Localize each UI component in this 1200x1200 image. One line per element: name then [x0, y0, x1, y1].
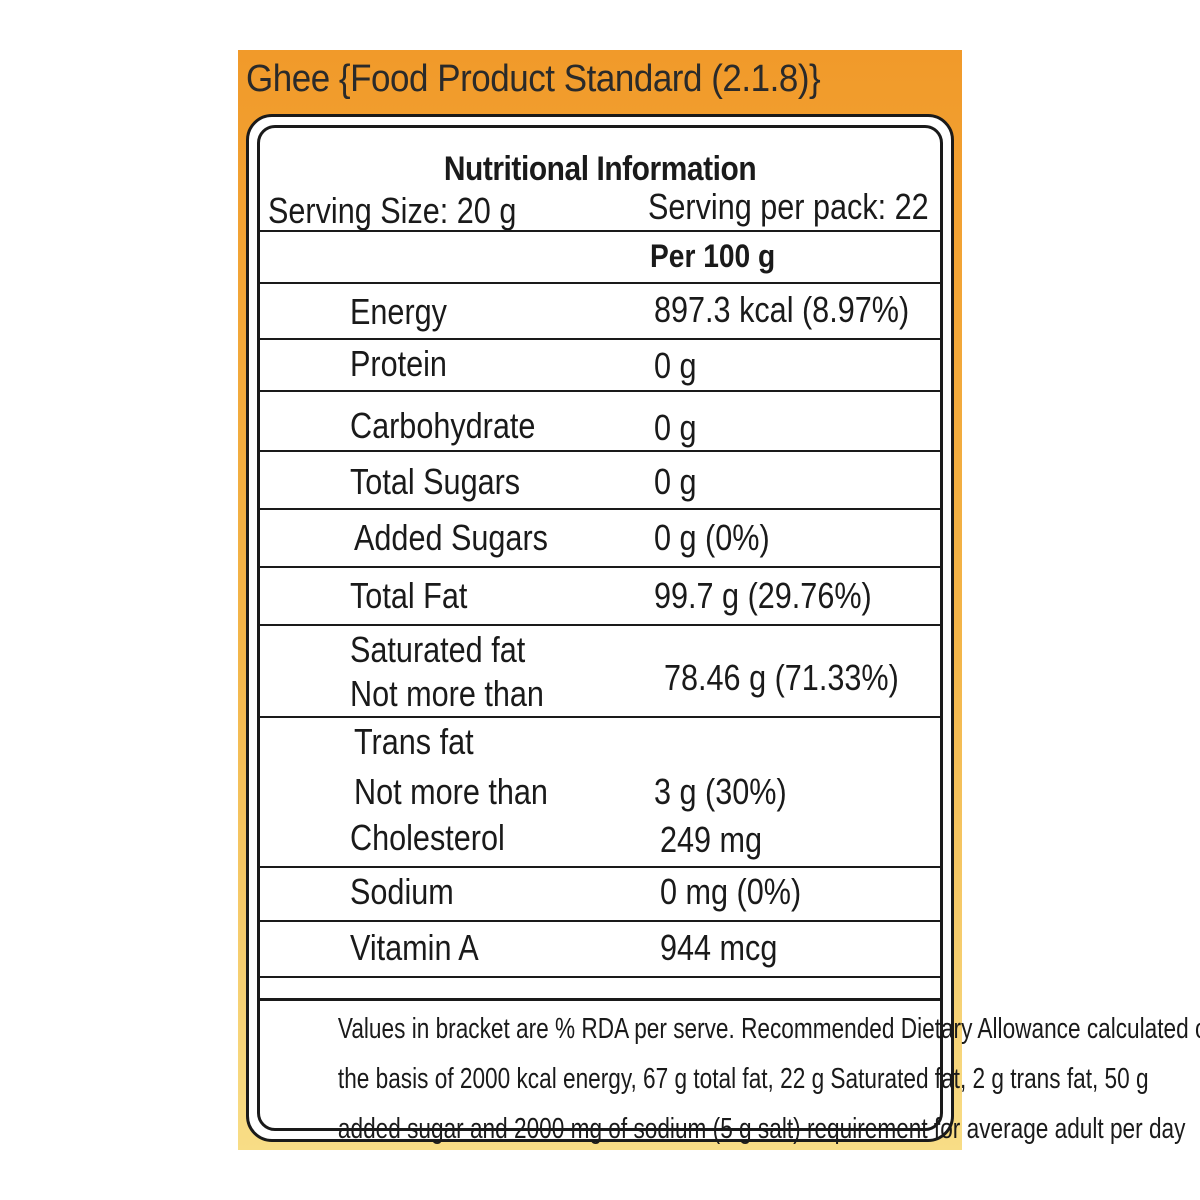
servings-per-pack: Serving per pack: 22: [648, 186, 929, 227]
nutrient-name: Total Fat: [350, 575, 468, 616]
nutrient-name: Sodium: [350, 871, 454, 912]
table-row-saturated-fat: Saturated fat Not more than 78.46 g (71.…: [260, 624, 940, 716]
per-100g-header: Per 100 g: [650, 238, 776, 274]
nutrient-value: 0 g (0%): [654, 517, 770, 558]
table-row-protein: Protein 0 g: [260, 338, 940, 390]
nutrient-name: Saturated fat: [350, 629, 526, 670]
serving-size: Serving Size: 20 g: [268, 190, 517, 231]
nutrition-label-panel: Ghee {Food Product Standard (2.1.8)} Nut…: [238, 50, 1200, 1150]
nutrition-heading: Nutritional Information: [443, 150, 757, 188]
nutrient-value: 897.3 kcal (8.97%): [654, 289, 910, 330]
nutrient-qualifier: Not more than: [350, 673, 544, 714]
nutrient-value: 0 mg (0%): [660, 871, 802, 912]
table-header-row: Per 100 g: [260, 230, 940, 282]
nutrient-value: 0 g: [654, 407, 697, 448]
nutrient-value: 78.46 g (71.33%): [664, 657, 899, 698]
nutrient-name: Carbohydrate: [350, 405, 536, 446]
nutrient-name: Protein: [350, 343, 447, 384]
table-row-total-sugars: Total Sugars 0 g: [260, 450, 940, 508]
nutrient-name: Total Sugars: [350, 461, 521, 502]
panel-title: Ghee {Food Product Standard (2.1.8)}: [246, 58, 821, 100]
footnote-line: added sugar and 2000 mg of sodium (5 g s…: [337, 1113, 1186, 1145]
rda-footnote: Values in bracket are % RDA per serve. R…: [337, 1004, 1200, 1154]
table-row-added-sugars: Added Sugars 0 g (0%): [260, 508, 940, 566]
nutrient-value: 99.7 g (29.76%): [654, 575, 872, 616]
footnote-line: the basis of 2000 kcal energy, 67 g tota…: [337, 1063, 1149, 1095]
nutrient-name: Cholesterol: [350, 817, 505, 858]
table-row-carbohydrate: Carbohydrate 0 g: [260, 390, 940, 450]
nutrient-qualifier: Not more than: [354, 771, 548, 812]
footnote-divider: [260, 998, 940, 1001]
nutrient-value: 249 mg: [660, 819, 763, 860]
nutrient-value: 0 g: [654, 345, 697, 386]
nutrient-name: Vitamin A: [350, 927, 479, 968]
nutrient-name: Trans fat: [354, 721, 474, 762]
nutrition-box: Nutritional Information Serving Size: 20…: [257, 125, 1200, 1145]
nutrient-value: 944 mcg: [660, 927, 778, 968]
nutrient-value: 0 g: [654, 461, 697, 502]
table-row-cholesterol: Cholesterol 249 mg: [260, 816, 940, 866]
table-row-sodium: Sodium 0 mg (0%): [260, 866, 940, 920]
table-row-vitamin-a: Vitamin A 944 mcg: [260, 920, 940, 978]
table-row-total-fat: Total Fat 99.7 g (29.76%): [260, 566, 940, 624]
table-row-energy: Energy 897.3 kcal (8.97%): [260, 282, 940, 338]
nutrient-value: 3 g (30%): [654, 771, 787, 812]
nutrition-box-outer: Nutritional Information Serving Size: 20…: [246, 114, 1200, 1145]
footnote-line: Values in bracket are % RDA per serve. R…: [337, 1013, 1200, 1045]
nutrient-name: Added Sugars: [354, 517, 548, 558]
table-row-trans-fat: Trans fat Not more than 3 g (30%): [260, 716, 940, 816]
nutrient-name: Energy: [350, 291, 447, 332]
